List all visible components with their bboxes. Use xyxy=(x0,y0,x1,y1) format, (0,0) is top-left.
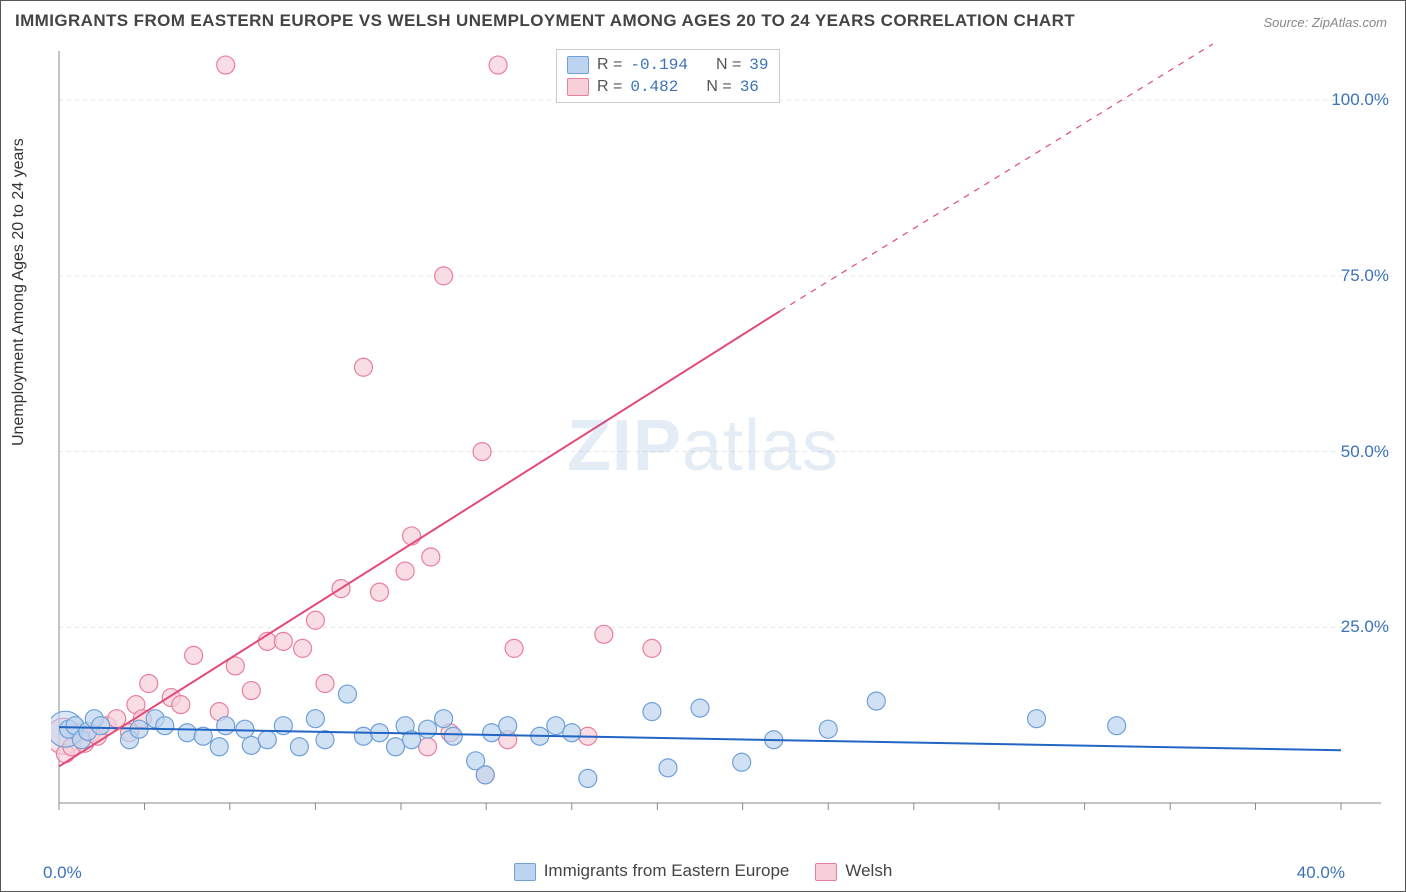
series-legend: Immigrants from Eastern Europe Welsh xyxy=(1,861,1405,881)
chart-container: IMMIGRANTS FROM EASTERN EUROPE VS WELSH … xyxy=(0,0,1406,892)
n-label: N = xyxy=(716,56,741,74)
legend-swatch-pink xyxy=(815,863,837,881)
y-axis-label: Unemployment Among Ages 20 to 24 years xyxy=(10,138,28,446)
plot-area xyxy=(51,43,1391,833)
r-value: -0.194 xyxy=(630,56,688,74)
legend-item: Immigrants from Eastern Europe xyxy=(514,861,790,881)
r-value: 0.482 xyxy=(630,78,678,96)
n-value: 36 xyxy=(740,78,759,96)
correlation-legend: R = -0.194 N = 39 R = 0.482 N = 36 xyxy=(556,49,780,103)
legend-swatch-blue xyxy=(567,56,589,74)
chart-title: IMMIGRANTS FROM EASTERN EUROPE VS WELSH … xyxy=(15,11,1075,31)
source-attribution: Source: ZipAtlas.com xyxy=(1263,15,1387,30)
r-label: R = xyxy=(597,78,622,96)
scatter-plot-svg xyxy=(51,43,1391,833)
r-label: R = xyxy=(597,56,622,74)
legend-swatch-pink xyxy=(567,78,589,96)
legend-row: R = -0.194 N = 39 xyxy=(567,54,769,76)
n-value: 39 xyxy=(749,56,768,74)
y-tick-label: 25.0% xyxy=(1341,617,1389,637)
y-tick-label: 50.0% xyxy=(1341,442,1389,462)
legend-item: Welsh xyxy=(815,861,892,881)
legend-swatch-blue xyxy=(514,863,536,881)
legend-label: Welsh xyxy=(845,861,892,880)
n-label: N = xyxy=(706,78,731,96)
legend-row: R = 0.482 N = 36 xyxy=(567,76,769,98)
y-tick-label: 75.0% xyxy=(1341,266,1389,286)
y-tick-label: 100.0% xyxy=(1331,90,1389,110)
legend-label: Immigrants from Eastern Europe xyxy=(544,861,790,880)
